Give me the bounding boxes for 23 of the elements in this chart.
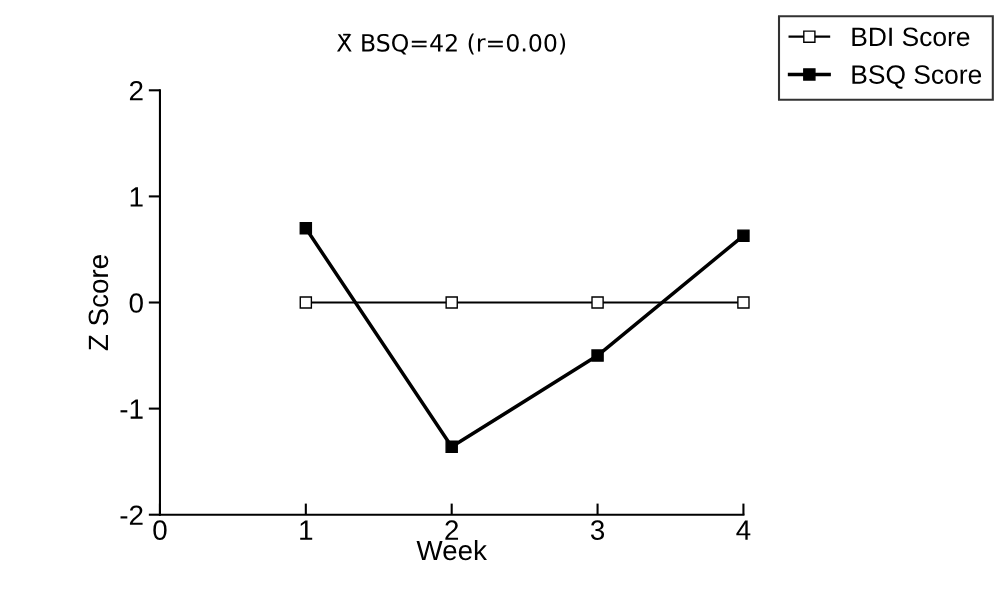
chart-title: X̄ BSQ=42 (r=0.00) — [336, 33, 566, 55]
point — [737, 229, 750, 242]
x-tick-label: 1 — [300, 520, 313, 540]
point — [591, 296, 604, 309]
y-tick-label: 0 — [129, 293, 143, 313]
y-tick-label: -2 — [120, 505, 143, 525]
x-axis-title: Week — [416, 539, 487, 561]
point — [299, 296, 313, 309]
y-tick-label: 2 — [129, 80, 143, 101]
point — [445, 440, 458, 454]
point — [591, 349, 604, 362]
legend-label: BDI Score — [852, 27, 970, 47]
point — [299, 221, 313, 235]
point — [445, 296, 458, 309]
y-tick-label: 1 — [130, 187, 143, 207]
x-tick-label: 3 — [590, 520, 605, 540]
x-tick-label: 4 — [736, 520, 751, 540]
point — [737, 296, 750, 309]
x-tick-label: 2 — [445, 520, 459, 540]
legend-label: BSQ Score — [852, 65, 982, 89]
y-axis-title: Z Score — [88, 255, 109, 351]
y-tick-label: -1 — [120, 399, 143, 419]
x-tick-label: 0 — [153, 520, 167, 540]
